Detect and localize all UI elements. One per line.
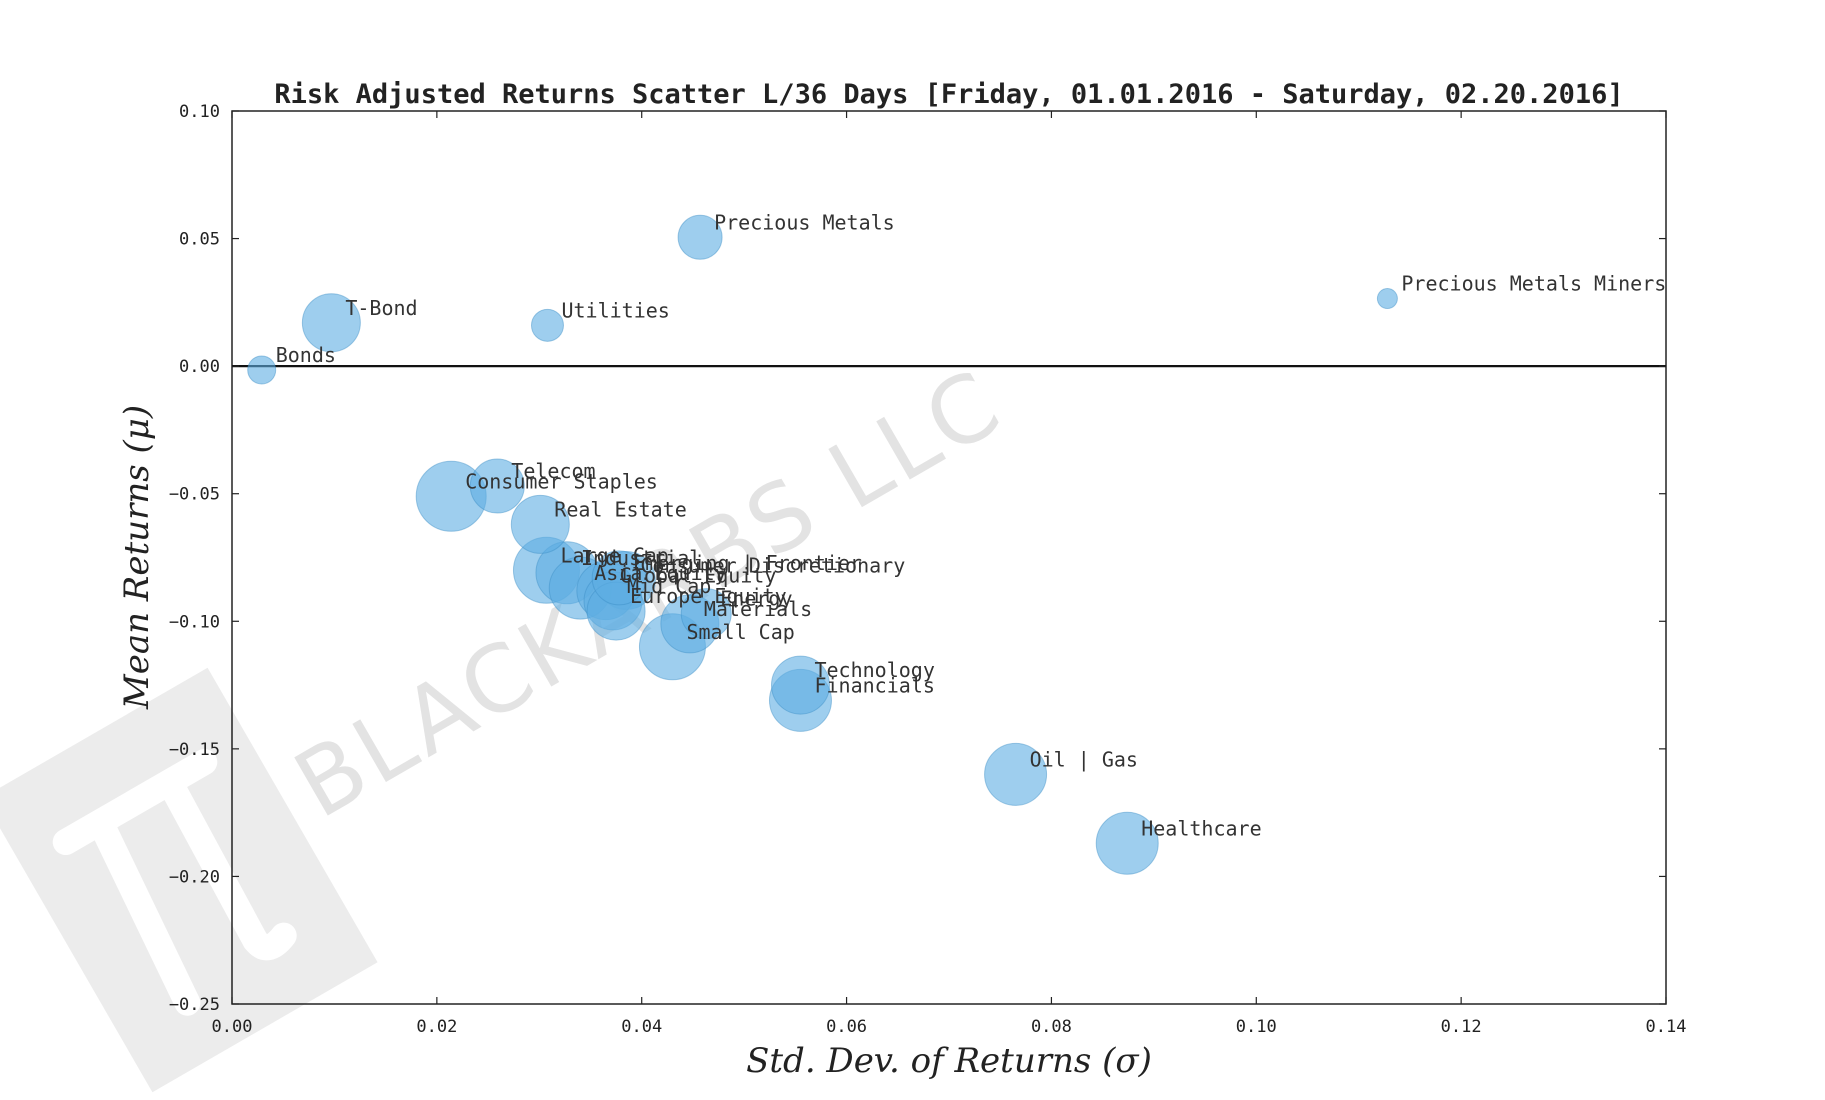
y-axis-ticks: 0.10 0.05 0.00 −0.05 −0.10 −0.15 −0.20 −0.25: [169, 102, 1666, 1015]
bubble-precious-metals-miners: [1376, 288, 1398, 310]
point-label: Oil | Gas: [1030, 747, 1138, 771]
bubble-t-bond: [301, 293, 361, 353]
y-tick-label: −0.20: [169, 867, 220, 887]
x-tick-label: 0.02: [416, 1017, 457, 1037]
pi-icon: [52, 749, 297, 1016]
point-label: Energy: [720, 587, 792, 611]
bubble-bonds: [247, 355, 277, 385]
point-label: Financials: [814, 673, 934, 697]
point-label: Industrial: [581, 546, 701, 570]
point-label: Real Estate: [554, 497, 686, 521]
y-tick-label: −0.15: [169, 740, 220, 760]
point-label: T-Bond: [345, 296, 417, 320]
point-label: Asia Equity: [594, 561, 726, 585]
bubble-oil-gas: [984, 742, 1048, 806]
point-label: Utilities: [561, 298, 669, 322]
y-tick-label: −0.25: [169, 995, 220, 1015]
y-tick-label: −0.10: [169, 612, 220, 632]
point-label: Precious Metals: [714, 210, 895, 234]
x-axis-ticks: 0.00 0.02 0.04 0.06 0.08 0.10 0.12 0.14: [212, 111, 1687, 1037]
x-axis-label: Std. Dev. of Returns (σ): [746, 1041, 1152, 1081]
bubble-precious-metals: [677, 214, 723, 260]
point-label: Technology: [814, 658, 934, 682]
y-tick-label: −0.05: [169, 485, 220, 505]
point-label: Mid Cap: [627, 574, 711, 598]
point-labels: Precious Metals Precious Metals Miners T-B…: [276, 210, 1667, 840]
x-tick-label: 0.06: [826, 1017, 867, 1037]
point-label: Large Cap: [560, 543, 668, 567]
x-tick-label: 0.00: [212, 1017, 253, 1037]
point-label: Telecom: [511, 459, 595, 483]
bubble-telecom: [469, 458, 525, 514]
point-label: Global Equity: [620, 564, 777, 588]
x-tick-label: 0.14: [1646, 1017, 1687, 1037]
point-label: Emerging | Frontier: [633, 551, 862, 575]
bubble-utilities: [530, 308, 564, 342]
bubble-emerging-frontier: [591, 550, 647, 606]
bubble-real-estate: [510, 494, 570, 554]
y-tick-label: 0.10: [179, 102, 220, 122]
point-label: Healthcare: [1141, 816, 1261, 840]
point-label: Consumer Discretionary: [640, 553, 905, 577]
bubble-healthcare: [1095, 811, 1159, 875]
x-tick-label: 0.08: [1031, 1017, 1072, 1037]
bubble-energy: [680, 588, 732, 640]
y-tick-label: 0.05: [179, 230, 220, 250]
x-tick-label: 0.10: [1236, 1017, 1277, 1037]
x-tick-label: 0.12: [1441, 1017, 1482, 1037]
y-axis-label: Mean Returns (μ): [117, 405, 157, 710]
watermark-logo-box: [0, 667, 378, 1093]
chart-title: Risk Adjusted Returns Scatter L/36 Days …: [274, 79, 1623, 110]
bubbles: [247, 214, 1398, 875]
point-label: Precious Metals Miners: [1401, 272, 1666, 296]
x-tick-label: 0.04: [621, 1017, 662, 1037]
point-label: Europe Equity: [630, 584, 787, 608]
point-label: Small Cap: [686, 620, 794, 644]
point-label: Consumer Staples: [465, 469, 658, 493]
plot-frame: [231, 110, 1667, 1005]
y-tick-label: 0.00: [179, 357, 220, 377]
point-label: Materials: [704, 597, 812, 621]
bubble-technology: [770, 655, 830, 715]
point-label: Bonds: [276, 343, 336, 367]
